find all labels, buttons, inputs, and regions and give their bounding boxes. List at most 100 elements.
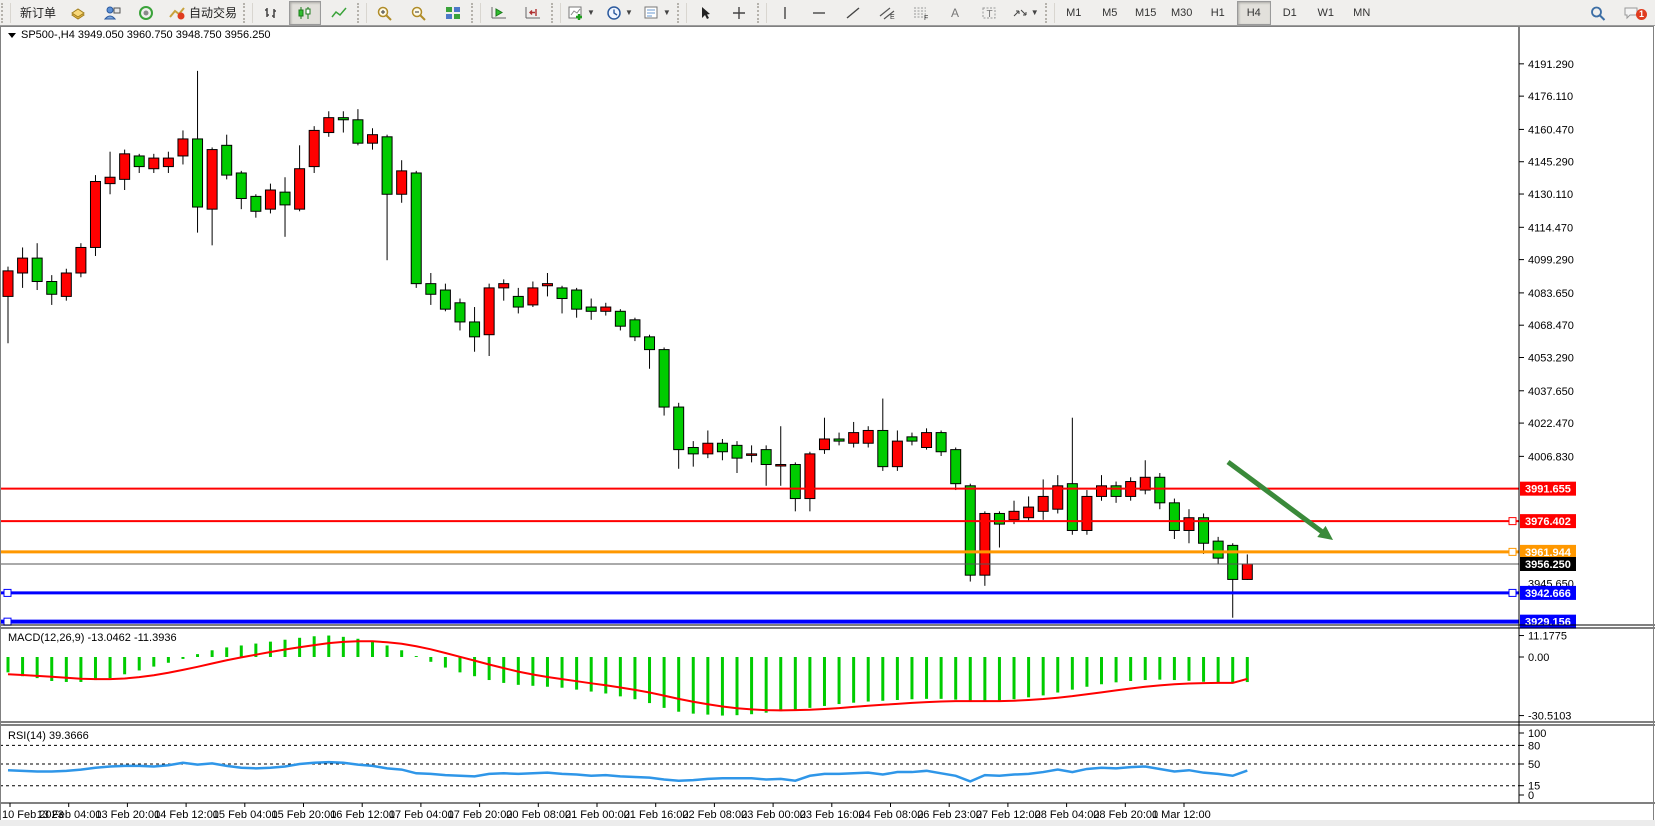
chevron-down-icon[interactable]: ▼ [1030, 8, 1039, 17]
timeframe-m1[interactable]: M1 [1066, 6, 1082, 19]
tile-windows-button[interactable] [437, 1, 469, 25]
svg-text:15: 15 [1528, 781, 1540, 793]
svg-text:26 Feb 23:00: 26 Feb 23:00 [917, 809, 982, 821]
autotrade-icon [168, 5, 186, 21]
svg-text:4114.470: 4114.470 [1528, 222, 1573, 234]
svg-text:0.00: 0.00 [1528, 652, 1549, 664]
line-chart-button[interactable] [323, 1, 355, 25]
timeframe-d1[interactable]: D1 [1282, 6, 1297, 19]
svg-text:13 Feb 04:00: 13 Feb 04:00 [37, 809, 102, 821]
new-order-button-label: 新订单 [20, 6, 57, 20]
svg-text:F: F [924, 15, 928, 21]
chevron-down-icon[interactable]: ▼ [624, 8, 633, 17]
fibonacci-button[interactable]: F [905, 1, 937, 25]
shapes-icon [1011, 5, 1029, 21]
timeframe-mn[interactable]: MN [1353, 6, 1371, 19]
svg-text:4145.290: 4145.290 [1528, 157, 1574, 169]
chevron-down-icon[interactable]: ▼ [587, 8, 595, 17]
line-handle[interactable] [3, 617, 12, 626]
new-order-button[interactable]: 新订单 [13, 1, 60, 25]
indicators-button[interactable]: ▼ [563, 1, 599, 25]
toolbar-separator [357, 2, 368, 23]
line-chart-icon [330, 5, 348, 21]
equidistant-channel-button[interactable]: E [871, 1, 903, 25]
profile-button[interactable] [96, 1, 128, 25]
timeframe-m30[interactable]: M30 [1171, 6, 1193, 19]
candlestick-button[interactable] [289, 0, 322, 25]
periods-button[interactable]: ▼ [601, 1, 637, 25]
chevron-down-icon[interactable]: ▼ [662, 8, 671, 17]
auto-scroll-icon [490, 5, 508, 21]
tile-windows-icon [444, 5, 462, 21]
crosshair-icon [730, 5, 748, 21]
templates-button[interactable]: ▼ [639, 1, 675, 25]
horizontal-line-button[interactable] [803, 1, 835, 25]
chart-canvas[interactable]: 4191.290 4176.110 4160.470 4145.290 4130.110… [0, 26, 1655, 826]
channel-icon: E [878, 5, 896, 21]
svg-text:15 Feb 20:00: 15 Feb 20:00 [272, 809, 337, 821]
toolbar-separator [756, 2, 767, 23]
trendline-button[interactable] [837, 1, 869, 25]
vertical-line-button[interactable] [769, 1, 801, 25]
auto-scroll-button[interactable] [483, 1, 515, 25]
svg-text:3961.944: 3961.944 [1525, 547, 1572, 559]
svg-text:3929.156: 3929.156 [1525, 617, 1571, 629]
chart-window[interactable]: 4191.290 4176.110 4160.470 4145.290 4130.110… [0, 26, 1655, 826]
bar-chart-button[interactable] [255, 1, 287, 25]
svg-text:-30.5103: -30.5103 [1528, 711, 1571, 723]
candlestick-series[interactable] [2, 70, 1253, 618]
zoom-in-button[interactable] [369, 1, 401, 25]
svg-text:T: T [986, 9, 992, 20]
search-button[interactable] [1582, 1, 1614, 25]
rsi-label: RSI(14) 39.3666 [8, 730, 89, 742]
trend-arrow-object[interactable] [1226, 459, 1333, 540]
svg-text:16 Feb 12:00: 16 Feb 12:00 [330, 809, 395, 821]
svg-text:4160.470: 4160.470 [1528, 124, 1574, 136]
svg-text:4022.470: 4022.470 [1528, 418, 1574, 430]
timeframe-h1[interactable]: H1 [1210, 6, 1225, 19]
orders-button[interactable] [62, 1, 94, 25]
svg-text:100: 100 [1528, 728, 1546, 740]
price-axis: 4191.290 4176.110 4160.470 4145.290 4130.110… [1519, 59, 1576, 629]
svg-text:4037.650: 4037.650 [1528, 386, 1574, 398]
crosshair-button[interactable] [723, 1, 755, 25]
svg-text:3976.402: 3976.402 [1525, 516, 1571, 528]
svg-text:15 Feb 04:00: 15 Feb 04:00 [213, 809, 278, 821]
line-handle[interactable] [1508, 588, 1517, 597]
timeframe-h4[interactable]: H4 [1236, 0, 1271, 25]
chart-shift-button[interactable] [517, 1, 549, 25]
auto-trading-button-label: 自动交易 [189, 6, 238, 20]
auto-trading-button[interactable]: 自动交易 [164, 1, 241, 25]
signals-button[interactable] [130, 1, 162, 25]
timeframe-w1[interactable]: W1 [1317, 6, 1334, 19]
profile-icon [103, 5, 121, 21]
svg-text:4006.830: 4006.830 [1528, 451, 1574, 463]
indicator-panes: 11.1775 0.00 -30.5103 MACD(12,26,9) -13.046… [0, 624, 1655, 804]
notifications-button[interactable]: 1 [1616, 1, 1648, 25]
arrows-button[interactable]: ▼ [1007, 1, 1043, 25]
svg-text:24 Feb 08:00: 24 Feb 08:00 [859, 809, 924, 821]
svg-text:23 Feb 00:00: 23 Feb 00:00 [741, 809, 806, 821]
line-handle[interactable] [3, 588, 12, 597]
cursor-button[interactable] [689, 1, 721, 25]
toolbar-separator [676, 2, 687, 23]
zoom-out-button[interactable] [403, 1, 435, 25]
fibonacci-icon: F [912, 5, 930, 21]
chart-title: SP500-,H4 3949.050 3960.750 3948.750 395… [8, 29, 271, 41]
toolbar-separator [471, 2, 482, 23]
svg-text:4083.650: 4083.650 [1528, 288, 1574, 300]
toolbar: 新订单 自动交易 ▼ ▼ ▼ E F A T ▼ M1 M5 M15 M30 H1 H4 D1 W1 MN 1 [0, 0, 1655, 26]
svg-text:4176.110: 4176.110 [1528, 91, 1573, 103]
line-handle[interactable] [1508, 517, 1517, 526]
svg-text:4053.290: 4053.290 [1528, 352, 1574, 364]
timeframe-m5[interactable]: M5 [1102, 6, 1118, 19]
svg-text:17 Feb 04:00: 17 Feb 04:00 [389, 809, 454, 821]
zoom-in-icon [376, 5, 394, 21]
line-handle[interactable] [1508, 547, 1517, 556]
svg-text:21 Feb 00:00: 21 Feb 00:00 [565, 809, 630, 821]
toolbar-separator [551, 2, 562, 23]
text-label-button[interactable]: T [973, 1, 1005, 25]
timeframe-m15[interactable]: M15 [1135, 6, 1157, 19]
text-button[interactable]: A [939, 1, 971, 25]
